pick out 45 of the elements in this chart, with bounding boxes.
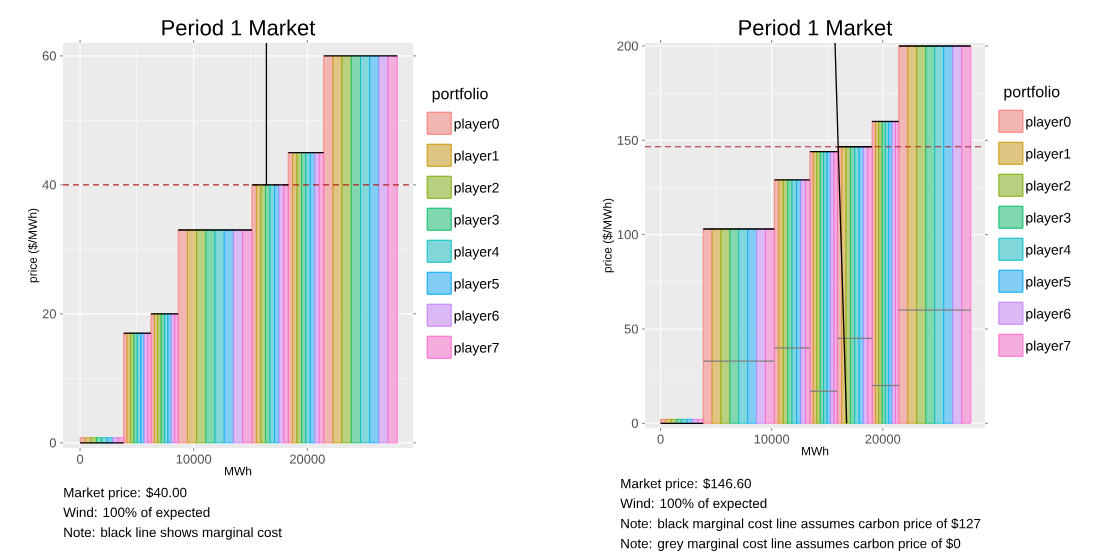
text: Wind: 100% of expected <box>63 507 210 520</box>
y-axis-title: price ($/MWh) <box>602 198 615 273</box>
x-tick-label: 10000 <box>754 434 790 444</box>
x-tick-label: 20000 <box>865 434 901 444</box>
legend-label: player5 <box>1026 276 1071 290</box>
legend-label: player6 <box>454 310 499 324</box>
y-tick-label: 100 <box>617 230 638 240</box>
y-tick-label: 150 <box>617 135 638 145</box>
legend-label: player7 <box>1026 340 1071 354</box>
y-tick-label: 40 <box>42 180 56 190</box>
legend-label: player7 <box>454 342 499 356</box>
y-tick-label: 0 <box>631 418 638 428</box>
text: Note: black marginal cost line assumes carbon price of $127 <box>621 518 981 531</box>
legend-label: player0 <box>1026 116 1071 130</box>
legend-title: portfolio <box>432 87 488 103</box>
legend-label: player5 <box>454 278 499 292</box>
legend-label: player4 <box>454 246 500 260</box>
text: Wind: 100% of expected <box>620 498 767 511</box>
text: Market price: $146.60 <box>621 478 751 491</box>
x-tick-label: 20000 <box>289 454 325 464</box>
legend-label: player1 <box>1026 148 1071 162</box>
legend-label: player2 <box>1026 180 1071 194</box>
chart-title: Period 1 Market <box>162 19 316 36</box>
legend-label: player0 <box>454 118 499 132</box>
text: Market price: $40.00 <box>64 487 187 500</box>
x-axis-title: MWh <box>802 446 829 456</box>
legend-label: player3 <box>454 214 499 228</box>
y-tick-label: 200 <box>617 41 638 51</box>
legend-label: player1 <box>454 150 499 164</box>
legend-label: player6 <box>1026 308 1071 322</box>
x-tick-label: 0 <box>76 454 84 464</box>
x-axis-title: MWh <box>225 466 252 476</box>
y-tick-label: 20 <box>42 309 56 319</box>
legend-label: player4 <box>1026 244 1071 258</box>
text: Note: black line shows marginal cost <box>64 527 282 540</box>
chart-title: Period 1 Market <box>739 19 893 36</box>
legend-label: player2 <box>454 182 499 196</box>
text: Note: grey marginal cost line assumes carbon price of $0 <box>621 538 961 551</box>
x-tick-label: 0 <box>657 434 664 444</box>
y-tick-label: 50 <box>624 324 638 334</box>
y-tick-label: 60 <box>42 51 56 61</box>
y-axis-title: price ($/MWh) <box>27 208 40 283</box>
x-tick-label: 10000 <box>176 454 212 464</box>
legend-title: portfolio <box>1004 85 1060 101</box>
legend-label: player3 <box>1026 212 1071 226</box>
